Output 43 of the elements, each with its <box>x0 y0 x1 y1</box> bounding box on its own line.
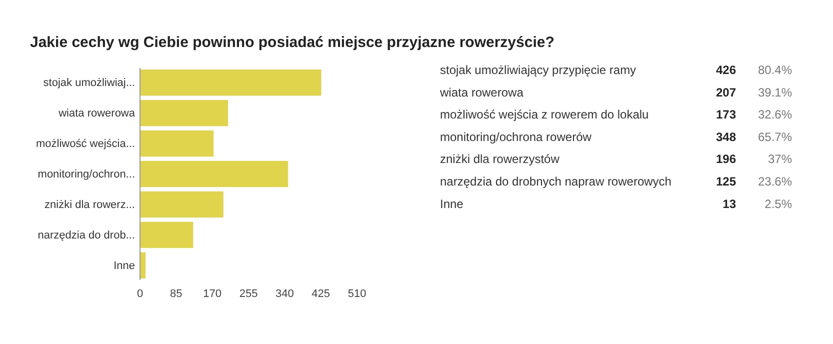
bar <box>140 160 288 188</box>
y-tick-label: stojak umożliwiaj... <box>43 77 135 90</box>
bar <box>140 100 228 126</box>
category-label: narzędzia do drobnych napraw rowerowych <box>440 174 672 188</box>
data-label: 80.4% <box>758 63 792 77</box>
bar <box>140 191 224 218</box>
category-label: monitoring/ochrona rowerów <box>440 130 592 144</box>
y-tick-label: wiata rowerowa <box>58 108 136 120</box>
data-label: 426 <box>716 63 736 77</box>
x-tick-label: 85 <box>170 288 182 300</box>
data-label: 207 <box>716 85 736 100</box>
x-tick-label: 170 <box>203 288 222 300</box>
category-label: wiata rowerowa <box>439 85 524 100</box>
y-tick-label: monitoring/ochron... <box>38 168 135 181</box>
bar <box>140 222 194 248</box>
category-label: Inne <box>440 196 464 211</box>
data-label: 39.1% <box>758 85 792 100</box>
chart-title: Jakie cechy wg Ciebie powinno posiadać miejsce przyjazne rowerzyście? <box>30 34 554 51</box>
bar <box>140 70 322 96</box>
x-tick-label: 0 <box>136 288 144 300</box>
category-label: możliwość wejścia z rowerem do lokalu <box>440 108 649 122</box>
bar <box>140 252 146 278</box>
bar <box>140 130 214 157</box>
data-label: 2.5% <box>764 196 792 211</box>
x-tick-label: 425 <box>312 288 330 300</box>
category-label: zniżki dla rowerzystów <box>440 152 560 166</box>
data-label: 196 <box>716 152 736 166</box>
x-tick-label: 255 <box>239 288 258 300</box>
x-tick-label: 340 <box>275 288 294 300</box>
data-label: 348 <box>716 130 736 144</box>
category-label: stojak umożliwiający przypięcie ramy <box>440 63 636 77</box>
data-label: 125 <box>716 174 736 188</box>
data-label: 65.7% <box>758 130 792 144</box>
y-tick-label: narzędzia do drob... <box>38 229 135 242</box>
x-tick-label: 510 <box>348 288 366 300</box>
data-label: 13 <box>722 196 736 211</box>
data-label: 173 <box>716 108 736 122</box>
data-label: 23.6% <box>758 174 792 188</box>
y-tick-label: Inne <box>114 260 135 272</box>
y-tick-label: zniżki dla rowerz... <box>44 198 135 211</box>
data-label: 32.6% <box>758 108 792 122</box>
data-label: 37% <box>768 152 792 166</box>
y-tick-label: możliwość wejścia... <box>36 138 135 150</box>
